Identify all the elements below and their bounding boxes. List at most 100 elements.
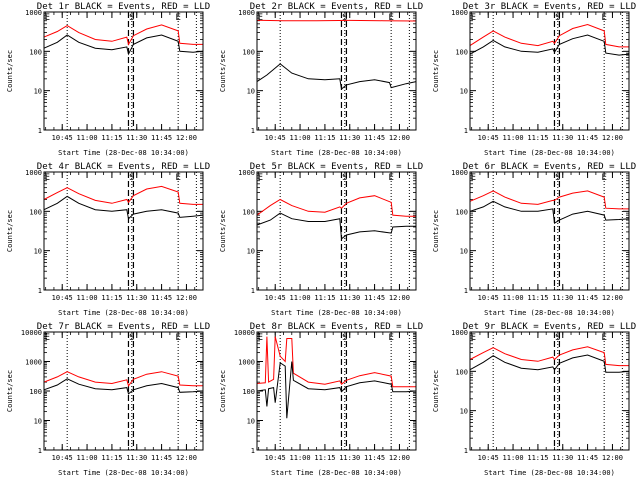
chart-title: Det 9r BLACK = Events, RED = LLD (463, 322, 636, 332)
x-tick-label: 11:00 (503, 294, 524, 302)
chart-title: Det 2r BLACK = Events, RED = LLD (250, 2, 423, 12)
x-tick-label: 11:45 (151, 134, 172, 142)
x-tick-label: 11:00 (290, 134, 311, 142)
x-tick-label: 10:45 (265, 294, 286, 302)
y-tick-label: 100 (455, 48, 468, 56)
event-marker-label: S (342, 333, 347, 343)
y-tick-label: 1000 (451, 169, 468, 177)
y-tick-label: 100 (242, 48, 255, 56)
lld-series-line (256, 336, 416, 388)
events-series-line (469, 354, 630, 373)
x-axis-label: Start Time (28-Dec-08 10:34:00) (271, 469, 402, 477)
y-tick-label: 10000 (234, 329, 255, 337)
x-tick-label: 11:45 (364, 454, 385, 462)
event-marker-label: E (388, 333, 393, 343)
y-tick-label: 1 (464, 127, 468, 135)
y-tick-label: 100 (29, 48, 42, 56)
x-tick-label: 10:45 (478, 454, 499, 462)
events-series-line (469, 200, 630, 225)
y-tick-label: 1 (38, 447, 42, 455)
event-marker-label: E (471, 333, 476, 343)
lld-series-line (256, 195, 416, 217)
event-marker-label: E (388, 173, 393, 183)
chart-panel-7: Det 7r BLACK = Events, RED = LLD Counts/s… (6, 322, 210, 477)
events-series-line (43, 195, 204, 220)
lld-series-line (469, 23, 629, 48)
x-tick-label: 12:00 (176, 134, 197, 142)
y-tick-label: 1000 (451, 329, 468, 337)
y-tick-label: 100 (242, 208, 255, 216)
event-marker-label: E (45, 173, 50, 183)
event-marker-label: S (129, 173, 134, 183)
event-marker-label: E (45, 333, 50, 343)
x-tick-label: 11:30 (552, 294, 573, 302)
y-tick-label: 100 (455, 368, 468, 376)
y-tick-label: 10 (247, 418, 255, 426)
lld-series-line (469, 190, 629, 210)
lld-series-line (43, 24, 203, 46)
y-tick-label: 10 (34, 248, 42, 256)
x-tick-label: 12:00 (602, 294, 623, 302)
chart-panel-9: Det 9r BLACK = Events, RED = LLD Counts/s… (432, 322, 636, 477)
y-tick-label: 10 (247, 248, 255, 256)
x-tick-label: 11:00 (77, 294, 98, 302)
y-axis-label: Counts/sec (432, 50, 440, 92)
x-tick-label: 12:00 (602, 454, 623, 462)
events-series-line (43, 34, 204, 56)
y-axis-label: Counts/sec (6, 370, 14, 412)
event-marker-label: E (471, 173, 476, 183)
event-marker-label: E (388, 13, 393, 23)
y-tick-label: 1000 (238, 9, 255, 17)
x-tick-label: 11:30 (126, 134, 147, 142)
lld-series-line (469, 346, 629, 367)
events-series-line (469, 34, 630, 56)
plot-frame (469, 11, 630, 131)
x-axis-label: Start Time (28-Dec-08 10:34:00) (271, 149, 402, 157)
event-marker-label: E (175, 333, 180, 343)
chart-panel-2: Det 2r BLACK = Events, RED = LLD Counts/s… (219, 2, 423, 157)
y-axis-label: Counts/sec (6, 50, 14, 92)
x-axis-label: Start Time (28-Dec-08 10:34:00) (58, 309, 189, 317)
x-tick-label: 11:30 (126, 294, 147, 302)
chart-panel-6: Det 6r BLACK = Events, RED = LLD Counts/s… (432, 162, 636, 317)
x-tick-label: 11:00 (503, 134, 524, 142)
x-tick-label: 11:30 (552, 134, 573, 142)
y-tick-label: 100 (29, 208, 42, 216)
event-marker-label: S (555, 173, 560, 183)
x-tick-label: 11:30 (339, 294, 360, 302)
plot-frame (256, 331, 417, 451)
y-tick-label: 10000 (21, 329, 42, 337)
event-marker-label: E (601, 173, 606, 183)
x-tick-label: 11:45 (577, 454, 598, 462)
y-axis-label: Counts/sec (6, 210, 14, 252)
plot-frame (256, 11, 417, 131)
x-axis-label: Start Time (28-Dec-08 10:34:00) (484, 149, 615, 157)
x-tick-label: 12:00 (389, 454, 410, 462)
y-tick-label: 1 (251, 447, 255, 455)
y-tick-label: 1000 (25, 9, 42, 17)
x-tick-label: 10:45 (52, 294, 73, 302)
x-tick-label: 11:45 (364, 294, 385, 302)
x-tick-label: 10:45 (52, 454, 73, 462)
event-marker-label: E (258, 13, 263, 23)
event-marker-label: S (555, 333, 560, 343)
x-tick-label: 10:45 (265, 134, 286, 142)
x-tick-label: 11:45 (577, 294, 598, 302)
x-tick-label: 10:45 (52, 134, 73, 142)
y-tick-label: 100 (242, 388, 255, 396)
chart-title: Det 4r BLACK = Events, RED = LLD (37, 162, 210, 172)
chart-title: Det 3r BLACK = Events, RED = LLD (463, 2, 636, 12)
x-tick-label: 11:15 (527, 294, 548, 302)
y-tick-label: 1 (251, 127, 255, 135)
event-marker-label: E (258, 333, 263, 343)
event-marker-label: E (601, 13, 606, 23)
chart-title: Det 7r BLACK = Events, RED = LLD (37, 322, 210, 332)
chart-title: Det 8r BLACK = Events, RED = LLD (250, 322, 423, 332)
y-tick-label: 10 (460, 408, 468, 416)
chart-title: Det 1r BLACK = Events, RED = LLD (37, 2, 210, 12)
plot-frame (469, 331, 630, 451)
x-tick-label: 11:15 (314, 134, 335, 142)
x-tick-label: 11:45 (364, 134, 385, 142)
x-tick-label: 11:30 (339, 454, 360, 462)
y-axis-label: Counts/sec (219, 50, 227, 92)
